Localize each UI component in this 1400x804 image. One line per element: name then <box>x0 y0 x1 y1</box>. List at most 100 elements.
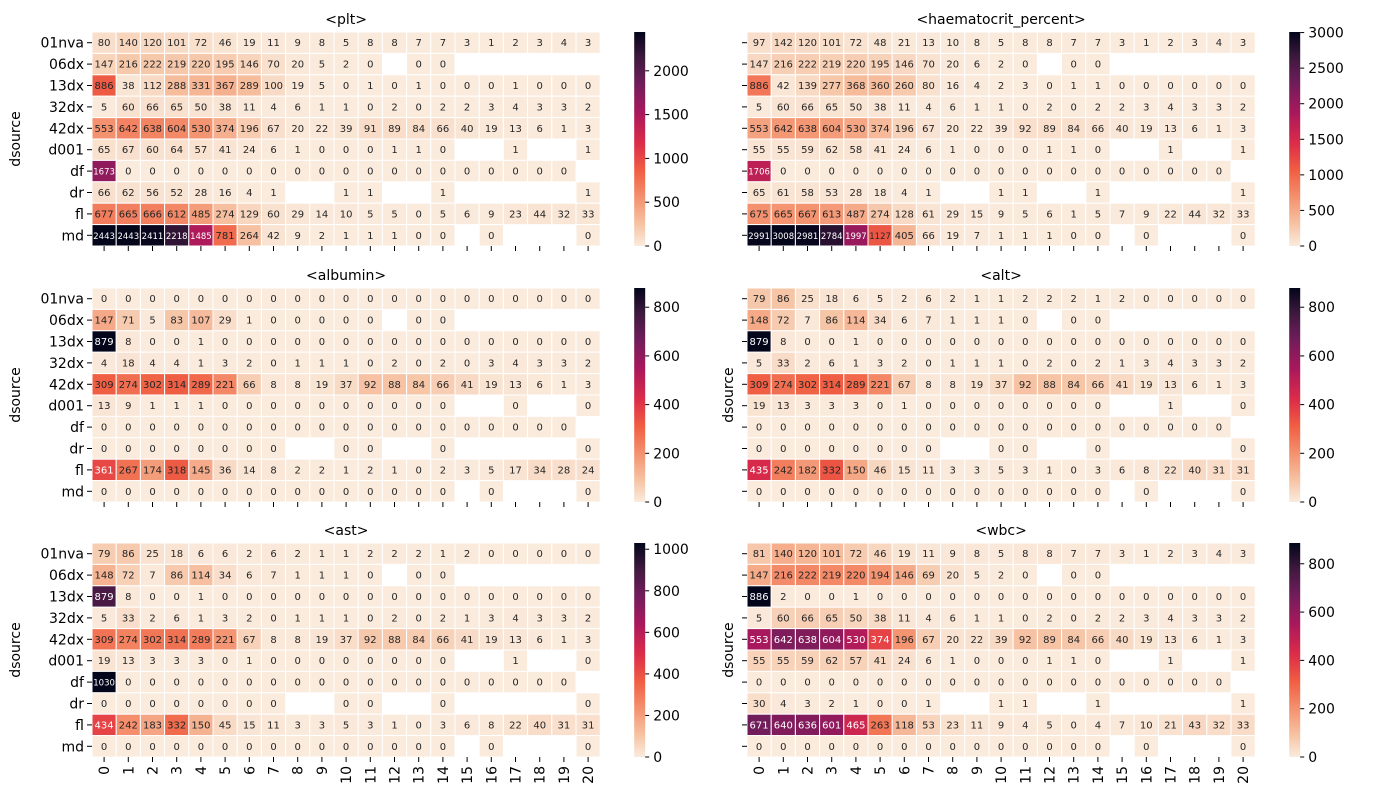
cell-value-label: 6 <box>537 380 543 391</box>
x-tick-label: 7 <box>922 766 938 775</box>
y-axis-label: dsource <box>721 367 737 422</box>
cell-value-label: 1 <box>488 38 494 49</box>
cell-value-label: 3 <box>1216 102 1222 113</box>
cell-value-label: 2 <box>319 231 325 242</box>
cell-value-label: 79 <box>753 294 766 305</box>
cell-value-label: 665 <box>774 209 793 220</box>
cell-value-label: 0 <box>1071 102 1077 113</box>
cell-value-label: 0 <box>1167 423 1173 434</box>
y-tick-label: dr <box>69 697 84 713</box>
cell-value-label: 1 <box>1240 145 1246 156</box>
cell-value-label: 80 <box>98 38 111 49</box>
cell-value-label: 0 <box>270 613 276 624</box>
cell-value-label: 37 <box>995 380 1008 391</box>
cell-value-label: 0 <box>998 592 1004 603</box>
cell-value-label: 0 <box>101 444 107 455</box>
cell-value-label: 3 <box>804 699 810 710</box>
x-tick-label: 4 <box>194 766 210 775</box>
cell-value-label: 4 <box>1095 720 1101 731</box>
cell-value-label: 2 <box>1240 613 1246 624</box>
colorbar-tick-label: 200 <box>653 446 680 462</box>
cell-value-label: 2 <box>440 358 446 369</box>
cell-value-label: 0 <box>829 487 835 498</box>
cell-value-label: 2 <box>246 358 252 369</box>
cell-value-label: 0 <box>125 678 131 689</box>
cell-value-label: 41 <box>1116 380 1129 391</box>
x-tick-label: 8 <box>946 766 962 775</box>
y-tick-label: 01nva <box>40 36 84 52</box>
cell-value-label: 0 <box>925 337 931 348</box>
x-tick-label: 6 <box>897 766 913 775</box>
cell-value-label: 289 <box>191 635 210 646</box>
cell-value-label: 0 <box>1167 592 1173 603</box>
cell-value-label: 0 <box>1022 60 1028 71</box>
cell-value-label: 879 <box>95 592 114 603</box>
cell-value-label: 37 <box>340 635 353 646</box>
cell-value-label: 6 <box>925 145 931 156</box>
y-tick-label: 42dx <box>49 121 84 137</box>
cell-value-label: 1 <box>198 613 204 624</box>
cell-value-label: 4 <box>270 102 276 113</box>
cell-value-label: 0 <box>488 592 494 603</box>
cell-value-label: 3 <box>537 613 543 624</box>
cell-value-label: 1 <box>998 294 1004 305</box>
cell-value-label: 0 <box>901 423 907 434</box>
cell-value-label: 1 <box>512 81 518 92</box>
cell-value-label: 302 <box>143 380 162 391</box>
cell-value-label: 0 <box>198 678 204 689</box>
cell-value-label: 8 <box>1022 549 1028 560</box>
cell-value-label: 0 <box>1167 167 1173 178</box>
cell-value-label: 2 <box>998 60 1004 71</box>
cell-value-label: 40 <box>533 720 546 731</box>
cell-value-label: 67 <box>122 145 135 156</box>
cell-value-label: 0 <box>1022 401 1028 412</box>
cell-value-label: 2 <box>1095 102 1101 113</box>
cell-value-label: 0 <box>1192 81 1198 92</box>
cell-value-label: 553 <box>95 124 114 135</box>
cell-value-label: 1 <box>343 571 349 582</box>
cell-value-label: 4 <box>925 613 931 624</box>
cell-value-label: 0 <box>1022 316 1028 327</box>
colorbar-tick-label: 600 <box>1308 349 1335 365</box>
cell-value-label: 277 <box>822 81 841 92</box>
cell-value-label: 0 <box>174 294 180 305</box>
cell-value-label: 6 <box>222 549 228 560</box>
cell-value-label: 33 <box>1237 209 1250 220</box>
x-tick-label: 5 <box>873 766 889 775</box>
cell-value-label: 5 <box>998 549 1004 560</box>
cell-value-label: 553 <box>750 124 769 135</box>
cell-value-label: 1 <box>1046 656 1052 667</box>
cell-value-label: 0 <box>950 592 956 603</box>
cell-value-label: 3 <box>1240 549 1246 560</box>
cell-value-label: 1 <box>1022 231 1028 242</box>
x-tick-label: 19 <box>557 766 573 784</box>
cell-value-label: 0 <box>222 423 228 434</box>
cell-value-label: 3 <box>1240 38 1246 49</box>
cell-value-label: 84 <box>1067 124 1080 135</box>
cell-value-label: 41 <box>461 635 474 646</box>
cell-value-label: 0 <box>367 699 373 710</box>
y-tick-label: d001 <box>48 143 84 159</box>
cell-value-label: 0 <box>512 167 518 178</box>
cell-value-label: 1 <box>174 401 180 412</box>
cell-value-label: 0 <box>246 742 252 753</box>
cell-value-label: 4 <box>1167 613 1173 624</box>
cell-value-label: 0 <box>174 444 180 455</box>
cell-value-label: 195 <box>216 60 235 71</box>
cell-value-label: 5 <box>756 102 762 113</box>
cell-value-label: 1 <box>998 358 1004 369</box>
cell-value-label: 219 <box>822 60 841 71</box>
cell-value-label: 0 <box>416 592 422 603</box>
cell-value-label: 3 <box>1095 465 1101 476</box>
cell-value-label: 42 <box>267 231 280 242</box>
cell-value-label: 10 <box>1140 720 1153 731</box>
colorbar-tick-label: 3000 <box>1308 26 1344 42</box>
cell-value-label: 0 <box>488 294 494 305</box>
cell-value-label: 2 <box>367 549 373 560</box>
cell-value-label: 1 <box>1167 656 1173 667</box>
cell-value-label: 7 <box>1119 720 1125 731</box>
cell-value-label: 67 <box>922 124 935 135</box>
cell-value-label: 1 <box>998 699 1004 710</box>
cell-value-label: 604 <box>167 124 186 135</box>
